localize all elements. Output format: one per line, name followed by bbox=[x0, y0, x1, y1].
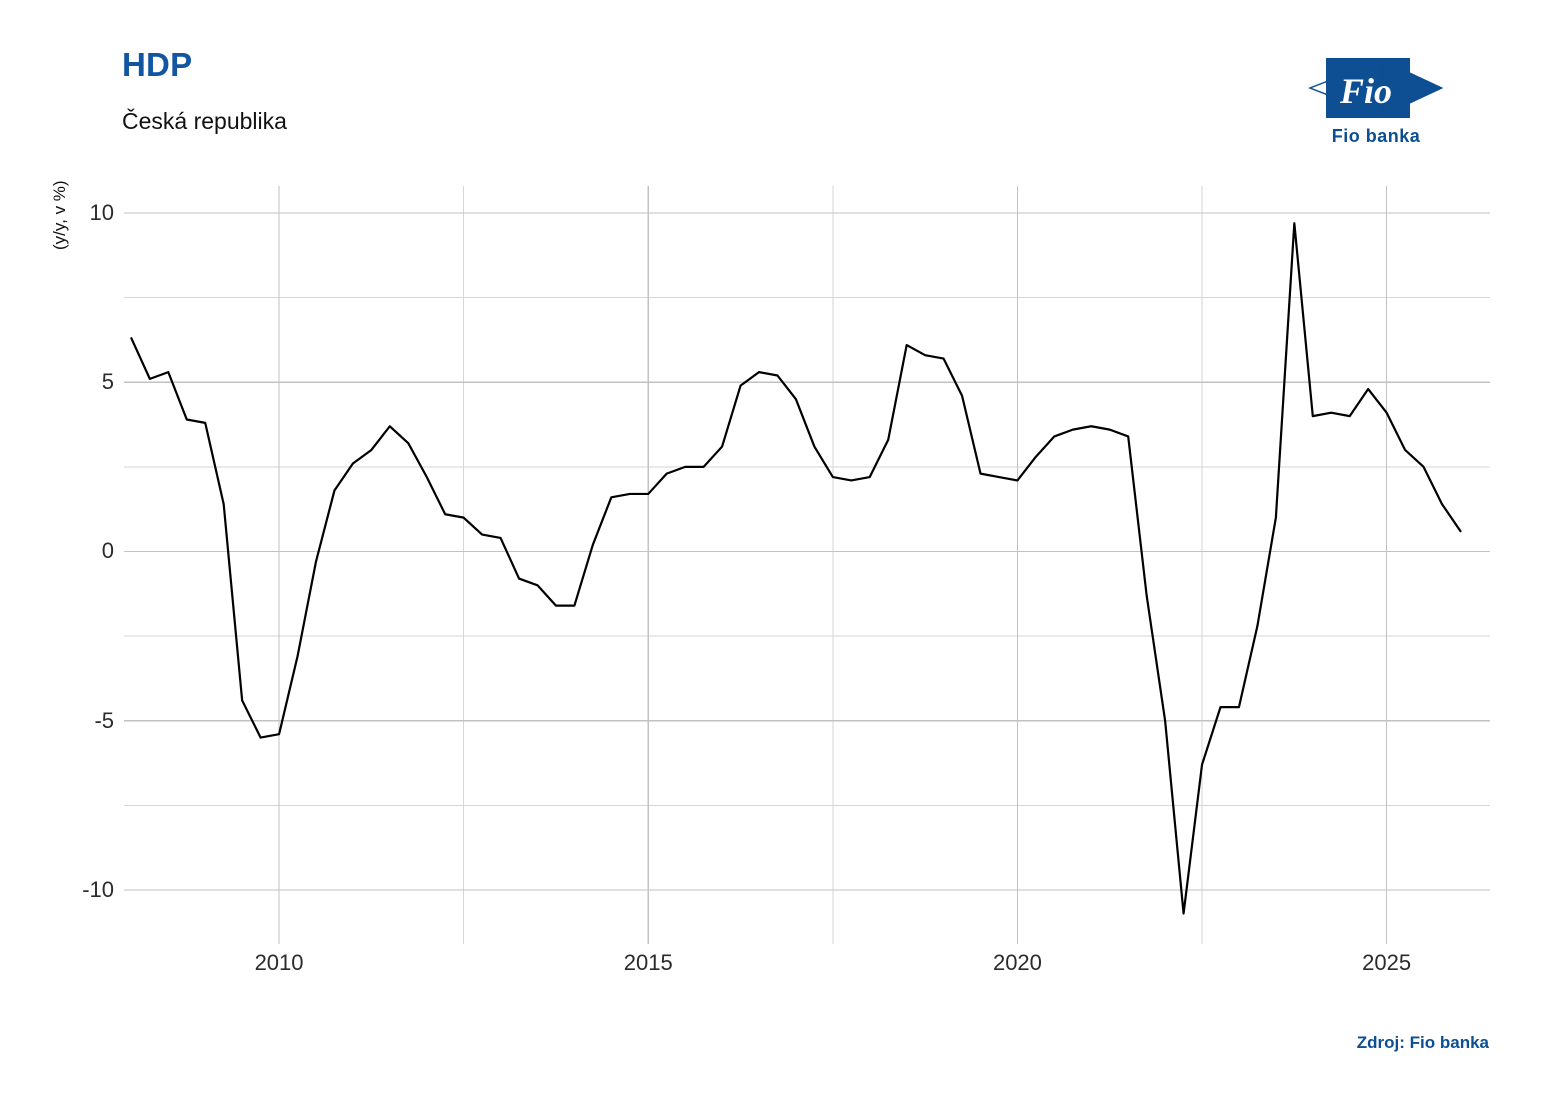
page-subtitle: Česká republika bbox=[122, 108, 287, 134]
fio-logo-wordmark: Fio banka bbox=[1331, 126, 1421, 146]
series-line-0 bbox=[130, 222, 1462, 915]
chart-header: HDP Česká republika Fio Fio banka bbox=[0, 0, 1551, 165]
x-axis-tick-2010: 2010 bbox=[254, 950, 304, 975]
x-axis-tick-2015: 2015 bbox=[623, 950, 673, 975]
grid-major bbox=[124, 186, 1490, 944]
y-axis-tick-10: 10 bbox=[89, 200, 114, 226]
page-title: HDP bbox=[122, 46, 193, 83]
y-axis-tick-neg10: -10 bbox=[82, 876, 114, 902]
source-note: Zdroj: Fio banka bbox=[1356, 1033, 1489, 1052]
x-axis-tick-labels: 2010 2015 2020 2025 bbox=[0, 950, 1551, 984]
data-series-group bbox=[130, 222, 1462, 915]
x-axis-tick-2025: 2025 bbox=[1362, 950, 1412, 975]
fio-logo-icon: Fio bbox=[1308, 58, 1444, 118]
x-axis-tick-2020: 2020 bbox=[992, 950, 1042, 975]
y-axis-tick-labels: 10 5 0 -5 -10 bbox=[60, 0, 114, 1101]
svg-text:Fio: Fio bbox=[1339, 71, 1392, 111]
fio-banka-logo: Fio Fio banka bbox=[1296, 50, 1456, 155]
y-axis-tick-neg5: -5 bbox=[94, 707, 114, 733]
grid-minor bbox=[124, 186, 1490, 944]
y-axis-tick-5: 5 bbox=[101, 369, 114, 395]
y-axis-tick-0: 0 bbox=[101, 538, 114, 564]
